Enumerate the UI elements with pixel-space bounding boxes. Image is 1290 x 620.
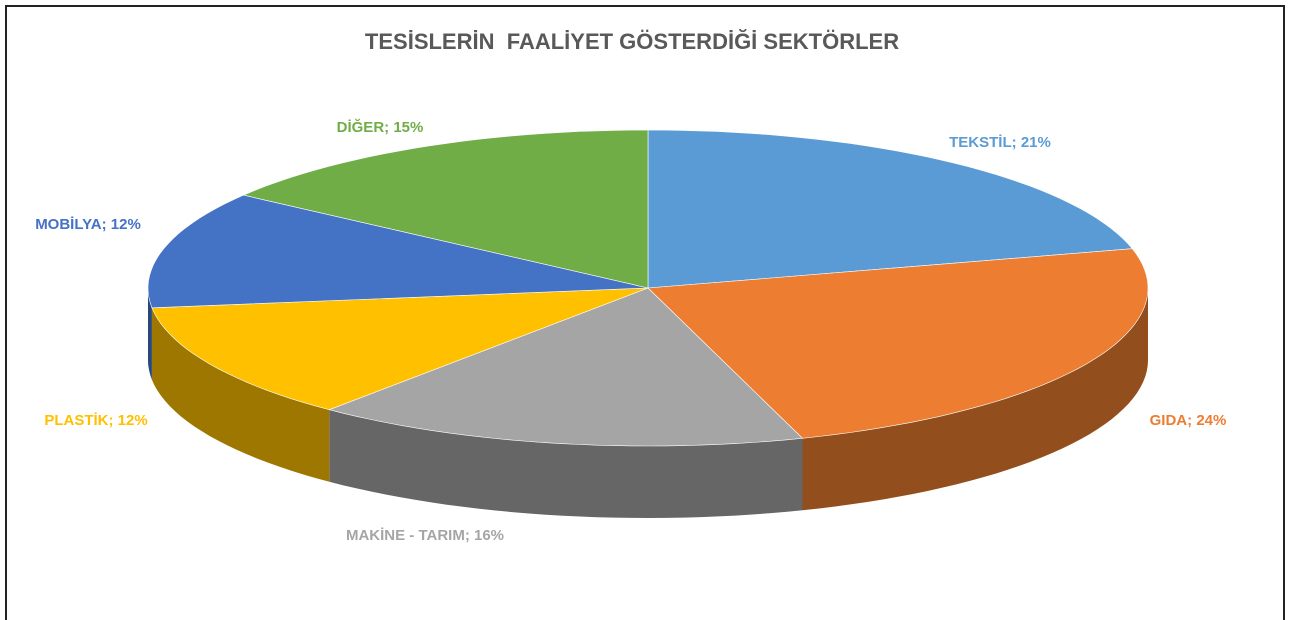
label-value: 15%: [393, 119, 423, 136]
label-category: GIDA: [1150, 412, 1188, 429]
label-value: 21%: [1021, 134, 1051, 151]
label-separator: ;: [384, 119, 393, 136]
label-value: 16%: [474, 527, 504, 544]
slice: [151, 287, 649, 411]
label-category: DİĞER: [337, 118, 385, 136]
label-category: MOBİLYA: [35, 216, 102, 233]
label-separator: ;: [1012, 134, 1021, 151]
data-label: GIDA; 24%: [1150, 412, 1227, 429]
label-category: PLASTİK: [44, 412, 108, 429]
data-label: MAKİNE - TARIM; 16%: [346, 527, 504, 544]
label-separator: ;: [102, 216, 111, 233]
label-value: 24%: [1196, 412, 1226, 429]
data-label: DİĞER; 15%: [337, 118, 424, 136]
data-label: TEKSTİL; 21%: [949, 134, 1051, 151]
data-label: PLASTİK; 12%: [44, 412, 147, 429]
label-category: MAKİNE - TARIM: [346, 527, 465, 544]
label-separator: ;: [1187, 412, 1196, 429]
slice-side: [148, 288, 152, 380]
label-value: 12%: [111, 216, 141, 233]
label-separator: ;: [465, 527, 474, 544]
slice: [147, 194, 649, 309]
slice: [242, 129, 649, 289]
label-value: 12%: [118, 412, 148, 429]
slice-side: [329, 409, 803, 518]
chart-frame: [5, 5, 1285, 620]
chart-title: TESİSLERİN FAALİYET GÖSTERDİĞİ SEKTÖRLER: [365, 29, 899, 54]
slice: [647, 248, 1149, 439]
data-label: MOBİLYA; 12%: [35, 216, 141, 233]
slice: [647, 129, 1133, 289]
slice: [328, 287, 804, 447]
slice-side: [802, 288, 1148, 511]
label-separator: ;: [108, 412, 117, 429]
slice-side: [151, 307, 330, 482]
label-category: TEKSTİL: [949, 134, 1012, 151]
